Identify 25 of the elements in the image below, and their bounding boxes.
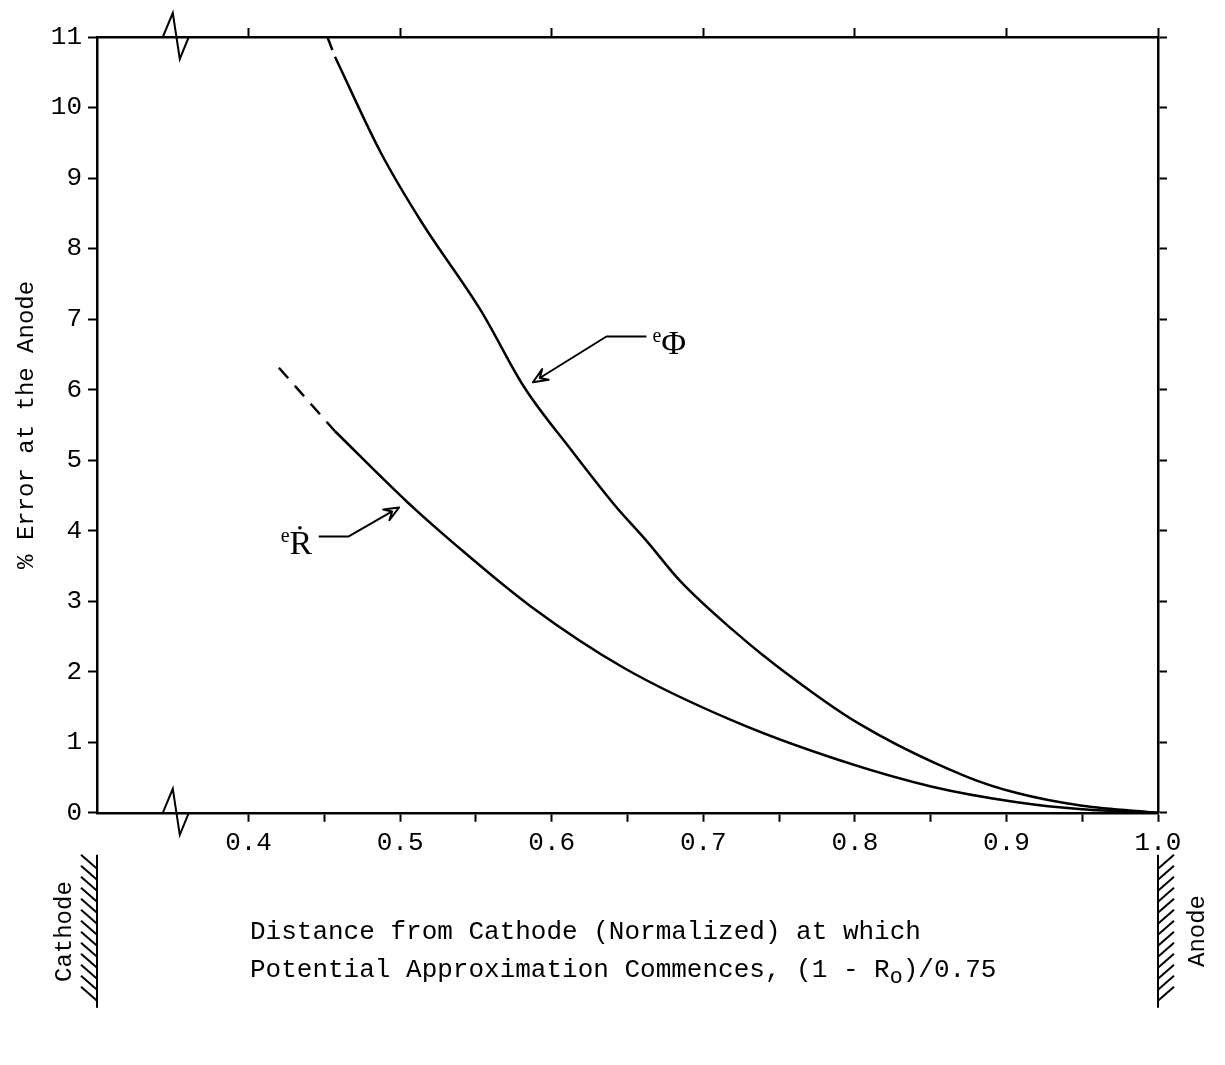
y-tick-label: 7 <box>66 304 83 334</box>
text: Anode <box>1184 895 1211 968</box>
text: Cathode <box>51 880 78 982</box>
legend-label: $^{e}$Φ <box>652 324 687 362</box>
x-tick-label: 0.8 <box>831 828 879 859</box>
y-tick-label: 1 <box>66 727 83 758</box>
y-tick-label: 2 <box>66 656 83 687</box>
y-tick-label: 9 <box>66 162 83 193</box>
y-tick-label: 10 <box>50 92 83 123</box>
x-tick-label: 0.4 <box>225 828 272 859</box>
x-tick-label: 0.9 <box>983 828 1030 859</box>
y-tick-label: 5 <box>66 445 83 476</box>
y-tick-label: 8 <box>66 233 83 264</box>
y-tick-label: 0 <box>66 797 83 828</box>
x-tick-label: 0.6 <box>528 828 576 859</box>
x-tick-label: 1.0 <box>1134 828 1182 859</box>
y-tick-label: 3 <box>66 586 83 617</box>
x-axis-title: Distance from Cathode (Normalized) at which Potential Approximation Commences, (1 - R$_{o}$)/0.75 <box>250 915 998 992</box>
text: $^{e}$Ṙ <box>280 523 313 562</box>
x-tick-label: 0.5 <box>376 828 424 859</box>
x-tick-label: 0.7 <box>679 828 727 859</box>
y-tick-label: 4 <box>66 515 83 546</box>
y-tick-label: 6 <box>66 374 83 405</box>
y-tick-label: 11 <box>50 21 83 52</box>
y-axis-title: % Error at the Anode <box>12 280 40 569</box>
